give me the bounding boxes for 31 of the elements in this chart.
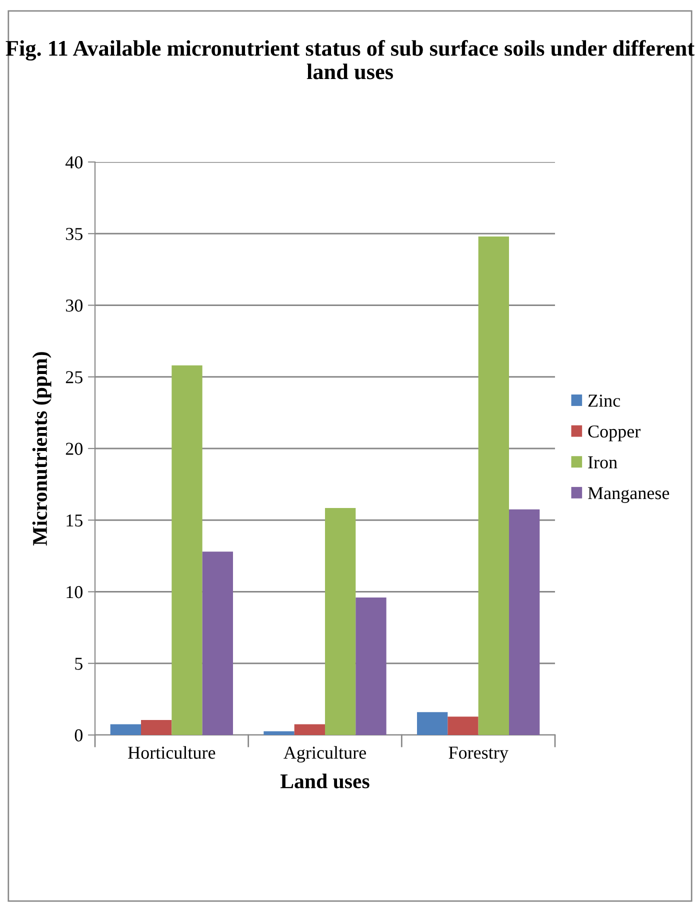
- y-tick-label: 30: [66, 300, 83, 312]
- legend-label: Manganese: [588, 487, 670, 503]
- bar: [141, 720, 172, 735]
- bar: [448, 716, 478, 735]
- y-tick-label: 25: [66, 371, 82, 384]
- bar: [110, 724, 141, 735]
- bar: [264, 731, 294, 735]
- bar: [417, 712, 448, 735]
- x-tick-label: Forestry: [448, 746, 508, 762]
- bar: [325, 508, 356, 735]
- x-axis-title: Land uses: [280, 774, 370, 788]
- y-tick-label: 10: [66, 586, 83, 598]
- chart-title: Fig. 11 Available micronutrient status of sub surface soils under different land uses: [6, 40, 694, 80]
- legend-label: Zinc: [588, 394, 620, 407]
- bar: [356, 597, 386, 735]
- y-tick-label: 5: [75, 658, 82, 670]
- y-tick-label: 0: [74, 729, 83, 742]
- y-tick-label: 35: [66, 228, 82, 240]
- x-tick-label: Agriculture: [284, 746, 366, 763]
- y-tick-label: 40: [65, 156, 83, 168]
- legend-label: Iron: [588, 456, 618, 468]
- y-tick-label: 20: [66, 442, 83, 455]
- bar: [294, 724, 325, 735]
- y-axis-title: Micronutrients (ppm): [32, 352, 52, 546]
- x-tick-label: Horticulture: [128, 746, 216, 759]
- y-tick-label: 15: [66, 514, 82, 527]
- bar: [509, 509, 540, 735]
- bar: [172, 365, 202, 735]
- bar: [478, 236, 509, 735]
- legend-label: Copper: [588, 425, 640, 442]
- bar: [202, 552, 233, 735]
